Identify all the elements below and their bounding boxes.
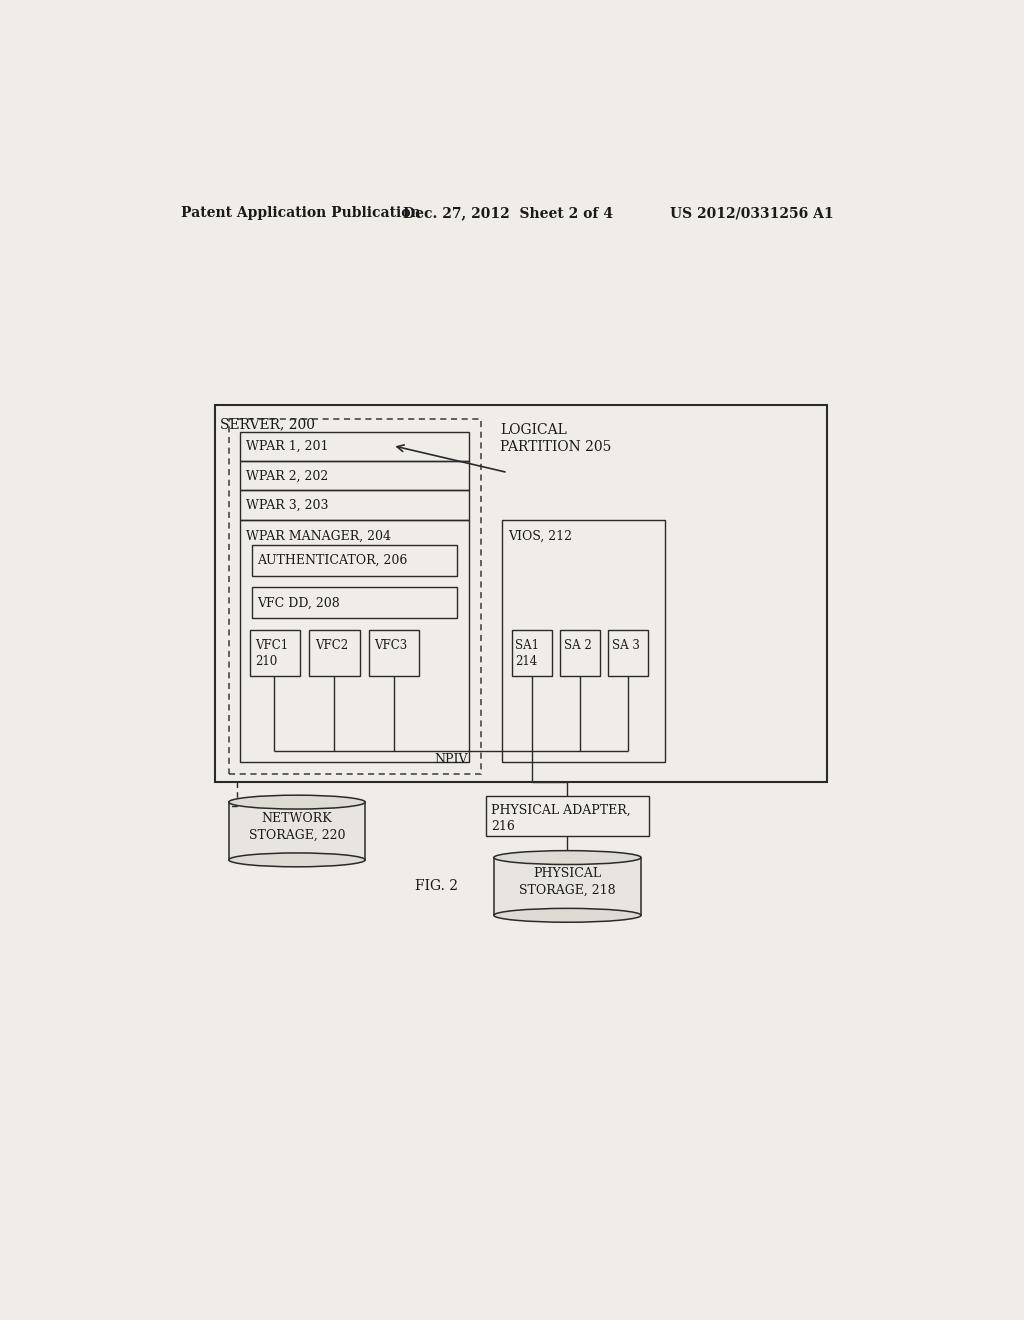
Text: PHYSICAL
STORAGE, 218: PHYSICAL STORAGE, 218 xyxy=(519,867,615,898)
Text: AUTHENTICATOR, 206: AUTHENTICATOR, 206 xyxy=(257,554,408,568)
Bar xyxy=(607,630,648,676)
Bar xyxy=(252,587,458,618)
Ellipse shape xyxy=(228,795,366,809)
Text: SA1
214: SA1 214 xyxy=(515,639,540,668)
Text: WPAR 2, 202: WPAR 2, 202 xyxy=(246,470,328,483)
Bar xyxy=(503,520,665,762)
Text: VFC1
210: VFC1 210 xyxy=(255,639,288,668)
Bar xyxy=(241,432,469,461)
Bar xyxy=(228,418,480,775)
Bar xyxy=(241,520,469,762)
Ellipse shape xyxy=(494,908,641,923)
Text: Patent Application Publication: Patent Application Publication xyxy=(180,206,420,220)
Ellipse shape xyxy=(494,850,641,865)
Bar xyxy=(309,630,359,676)
Bar xyxy=(215,405,827,781)
Text: LOGICAL
PARTITION 205: LOGICAL PARTITION 205 xyxy=(500,422,611,454)
Text: VFC2: VFC2 xyxy=(314,639,348,652)
Ellipse shape xyxy=(228,853,366,867)
Text: US 2012/0331256 A1: US 2012/0331256 A1 xyxy=(671,206,835,220)
Text: SA 3: SA 3 xyxy=(611,639,639,652)
Bar xyxy=(512,630,552,676)
Bar xyxy=(252,545,458,576)
Text: SERVER, 200: SERVER, 200 xyxy=(220,417,315,432)
Bar xyxy=(486,796,649,836)
Bar xyxy=(494,858,641,915)
Text: WPAR MANAGER, 204: WPAR MANAGER, 204 xyxy=(246,529,391,543)
Bar xyxy=(241,461,469,490)
Bar xyxy=(250,630,300,676)
Text: Dec. 27, 2012  Sheet 2 of 4: Dec. 27, 2012 Sheet 2 of 4 xyxy=(403,206,613,220)
Text: NPIV: NPIV xyxy=(434,752,468,766)
Bar xyxy=(241,490,469,520)
Bar xyxy=(560,630,600,676)
Bar xyxy=(228,803,366,859)
Text: WPAR 3, 203: WPAR 3, 203 xyxy=(246,499,329,512)
Text: VFC3: VFC3 xyxy=(375,639,408,652)
Text: SA 2: SA 2 xyxy=(563,639,591,652)
Text: WPAR 1, 201: WPAR 1, 201 xyxy=(246,441,329,453)
Bar xyxy=(369,630,420,676)
Text: FIG. 2: FIG. 2 xyxy=(415,879,458,894)
Text: PHYSICAL ADAPTER,
216: PHYSICAL ADAPTER, 216 xyxy=(492,804,631,833)
Text: NETWORK
STORAGE, 220: NETWORK STORAGE, 220 xyxy=(249,812,345,842)
Text: VIOS, 212: VIOS, 212 xyxy=(508,529,571,543)
Text: VFC DD, 208: VFC DD, 208 xyxy=(257,597,340,610)
